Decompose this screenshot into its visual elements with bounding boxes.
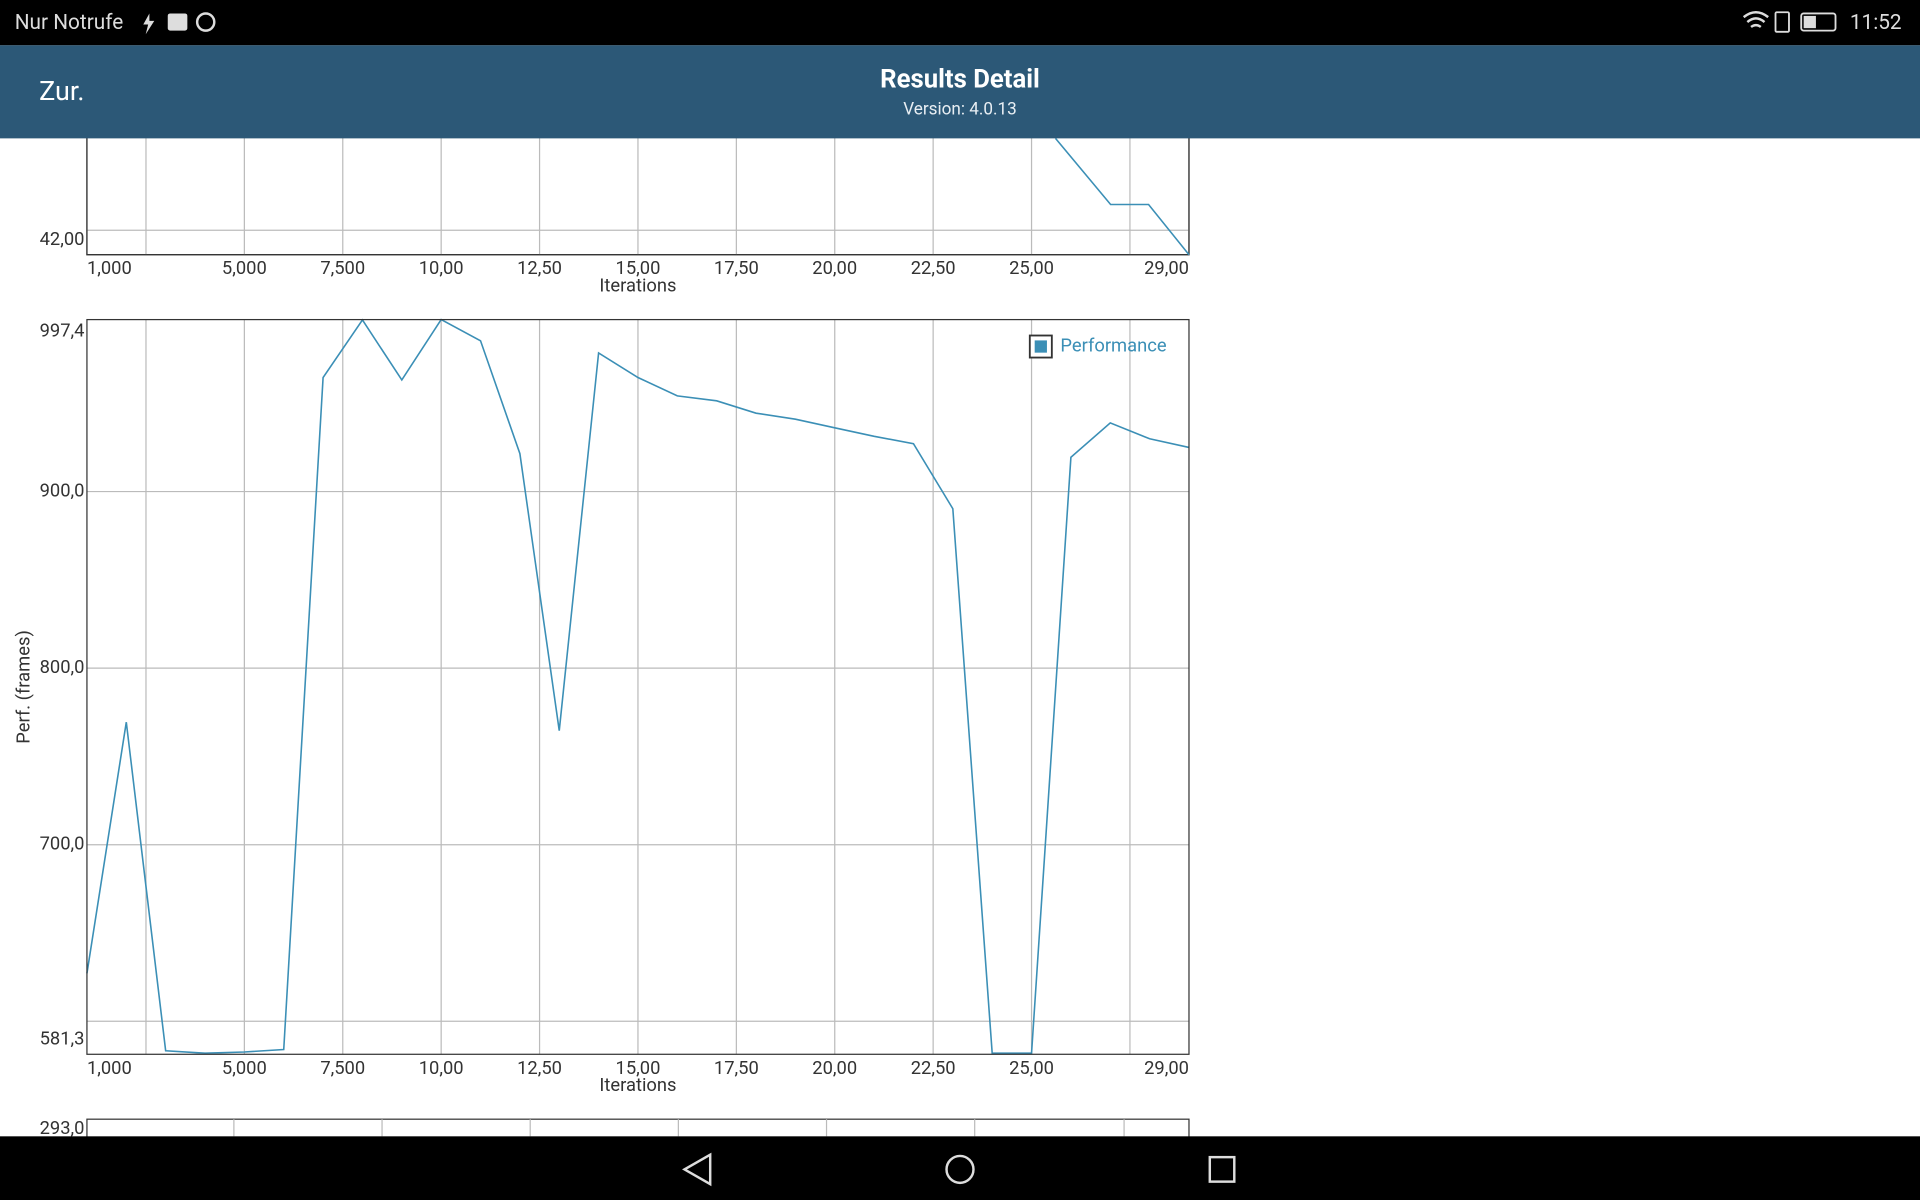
x-tick-label: 29,00 xyxy=(1144,258,1189,279)
x-axis-label: Iterations xyxy=(599,275,676,296)
legend-swatch xyxy=(1034,340,1047,353)
x-tick-label: 20,00 xyxy=(812,1058,857,1079)
x-tick-label: 7,500 xyxy=(320,1058,365,1079)
x-tick-label: 22,50 xyxy=(911,258,956,279)
x-tick-label: 20,00 xyxy=(812,258,857,279)
title: Results Detail xyxy=(880,65,1040,95)
y-tick-label: 42,00 xyxy=(40,229,85,250)
x-tick-label: 15,00 xyxy=(616,1058,661,1079)
status-bar xyxy=(0,0,1920,46)
x-tick-label: 25,00 xyxy=(1009,1058,1054,1079)
x-tick-label: 22,50 xyxy=(911,1058,956,1079)
icon xyxy=(143,13,155,35)
y-tick-label: 997,4 xyxy=(40,321,85,342)
y-tick-label: 293,0 xyxy=(40,1118,85,1139)
partial-line xyxy=(1054,137,1190,256)
x-tick-label: 12,50 xyxy=(517,258,562,279)
battery-level xyxy=(1803,15,1816,29)
wifi-icon xyxy=(1742,11,1769,28)
x-axis-label: Iterations xyxy=(599,1075,676,1096)
y-tick-label: 900,0 xyxy=(40,480,85,501)
x-tick-label: 29,00 xyxy=(1144,1058,1189,1079)
y-tick-label: 800,0 xyxy=(40,657,85,678)
back-nav[interactable] xyxy=(682,1152,712,1187)
plot-border xyxy=(86,318,1190,1055)
x-tick-label: 5,000 xyxy=(222,1058,267,1079)
icon xyxy=(167,13,188,31)
data-line xyxy=(86,318,1190,1055)
recents-nav[interactable] xyxy=(1208,1155,1236,1183)
app-bar xyxy=(0,45,1920,139)
x-tick-label: 5,000 xyxy=(222,258,267,279)
carrier: Nur Notrufe xyxy=(15,11,124,35)
icon xyxy=(1774,11,1790,33)
battery-icon xyxy=(1800,12,1837,32)
subtitle: Version: 4.0.13 xyxy=(903,100,1017,120)
clock: 11:52 xyxy=(1850,11,1902,35)
y-tick-label: 700,0 xyxy=(40,834,85,855)
x-tick-label: 1,000 xyxy=(87,258,132,279)
x-tick-label: 17,50 xyxy=(714,1058,759,1079)
x-tick-label: 10,00 xyxy=(419,1058,464,1079)
x-tick-label: 25,00 xyxy=(1009,258,1054,279)
back-button[interactable]: Zur. xyxy=(39,75,84,107)
home-nav[interactable] xyxy=(945,1154,975,1185)
y-tick-label: 581,3 xyxy=(40,1028,85,1049)
x-tick-label: 17,50 xyxy=(714,258,759,279)
icon xyxy=(195,12,216,32)
x-tick-label: 1,000 xyxy=(87,1058,132,1079)
nav-bar xyxy=(0,1136,1920,1200)
y-axis-label: Perf. (frames) xyxy=(13,630,34,744)
charts: 1,000 5,000 7,500 10,00 12,50 15,00 17,50 20,00… xyxy=(13,121,1190,1157)
legend-label: Performance xyxy=(1060,335,1166,356)
x-tick-label: 7,500 xyxy=(320,258,365,279)
x-tick-label: 10,00 xyxy=(419,258,464,279)
x-tick-label: 12,50 xyxy=(517,1058,562,1079)
x-tick-label: 15,00 xyxy=(616,258,661,279)
